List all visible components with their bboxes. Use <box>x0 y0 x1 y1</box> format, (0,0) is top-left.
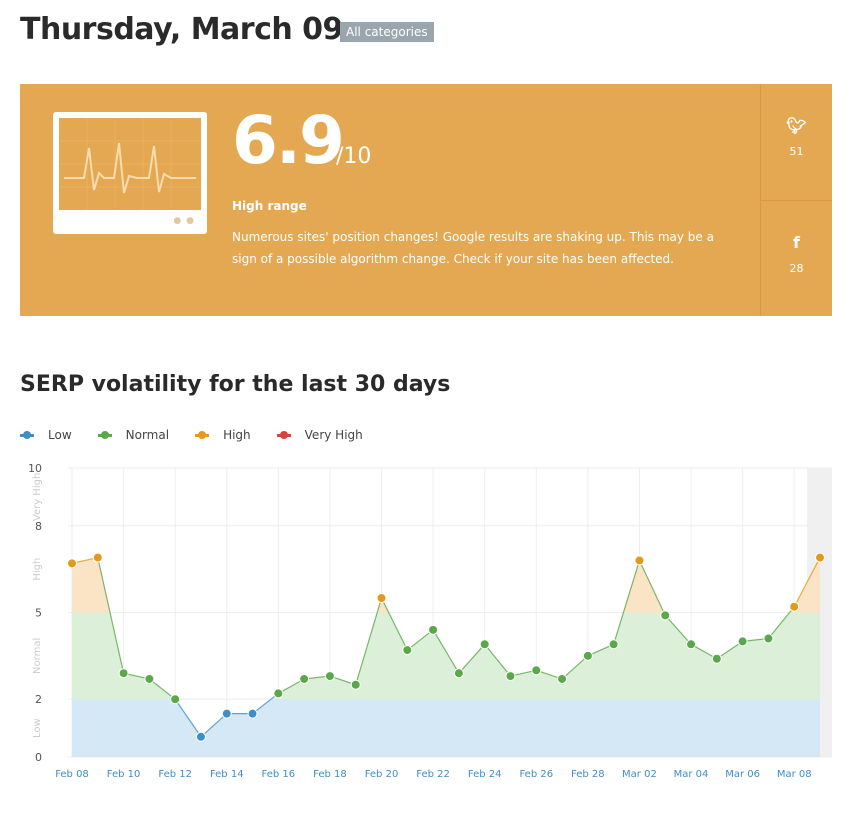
data-point <box>608 639 619 650</box>
band-label: High <box>32 558 43 581</box>
twitter-count: 51 <box>789 145 804 158</box>
data-point <box>402 645 413 656</box>
band-label: Very High <box>32 473 43 521</box>
x-tick-label: Mar 06 <box>725 769 760 780</box>
data-point <box>686 639 697 650</box>
data-point <box>737 636 748 647</box>
data-point <box>324 671 335 682</box>
legend-item-high[interactable]: High <box>195 428 251 442</box>
y-tick-label: 5 <box>35 607 42 620</box>
twitter-icon: 🐦︎ <box>786 116 807 135</box>
data-point <box>92 552 103 563</box>
data-point <box>660 610 671 621</box>
data-point <box>505 671 516 682</box>
data-point <box>144 673 155 684</box>
series-segment <box>716 640 743 660</box>
x-tick-label: Mar 04 <box>674 769 709 780</box>
data-point <box>557 673 568 684</box>
series-segment <box>432 629 460 674</box>
x-tick-label: Mar 08 <box>777 769 812 780</box>
facebook-share-button[interactable]: f 28 <box>760 200 832 316</box>
series-segment <box>149 678 176 700</box>
series-segment <box>664 614 692 645</box>
series-segment <box>174 698 202 738</box>
x-tick-label: Feb 20 <box>365 769 399 780</box>
series-segment <box>484 643 511 677</box>
data-point <box>711 653 722 664</box>
data-point <box>479 639 490 650</box>
data-point <box>67 558 77 569</box>
data-point <box>582 650 593 661</box>
data-point <box>299 673 310 684</box>
score-max: /10 <box>336 144 372 169</box>
range-label: High range <box>232 199 307 213</box>
series-segment <box>380 597 408 651</box>
x-tick-label: Feb 26 <box>519 769 553 780</box>
data-point <box>789 601 800 612</box>
facebook-icon: f <box>793 233 800 252</box>
y-tick-label: 2 <box>35 693 42 706</box>
range-description: Numerous sites' position changes! Google… <box>232 230 714 266</box>
series-segment <box>406 629 434 651</box>
legend-item-very-high[interactable]: Very High <box>276 428 363 442</box>
x-tick-label: Feb 12 <box>158 769 192 780</box>
volatility-chart: 0 2 5 8 10 Low Normal High Very High Feb 08 Feb 10… <box>28 462 832 780</box>
data-point <box>815 552 825 563</box>
band-label: Normal <box>32 638 43 674</box>
data-point <box>428 624 439 635</box>
series-segment <box>793 557 821 607</box>
category-badge[interactable]: All categories <box>340 22 434 42</box>
x-tick-label: Feb 14 <box>210 769 244 780</box>
series-segment <box>613 560 641 645</box>
x-tick-label: Feb 24 <box>468 769 502 780</box>
x-tick-label: Feb 22 <box>416 769 450 780</box>
y-tick-label: 8 <box>35 520 42 533</box>
volatility-score-card: ● ● 6.9 /10 High range Numerous sites' p… <box>20 84 832 316</box>
data-point <box>221 708 232 719</box>
y-tick-label: 0 <box>35 751 42 764</box>
data-point <box>195 731 206 742</box>
series-segment <box>97 557 125 674</box>
x-tick-label: Feb 28 <box>571 769 605 780</box>
y-tick-label: 10 <box>28 462 42 475</box>
band-very-high <box>72 468 820 526</box>
chart-title: SERP volatility for the last 30 days <box>20 372 451 397</box>
series-segment <box>638 560 666 616</box>
series-segment <box>355 597 383 685</box>
twitter-share-button[interactable]: 🐦︎ 51 <box>760 84 832 200</box>
data-point <box>531 665 542 676</box>
band-label: Low <box>32 718 43 738</box>
monitor-icon: ● ● <box>53 112 207 234</box>
data-point <box>763 633 774 644</box>
data-point <box>634 555 645 566</box>
series-segment <box>252 692 279 715</box>
x-tick-label: Feb 08 <box>55 769 89 780</box>
data-point <box>118 668 129 679</box>
data-point <box>453 668 464 679</box>
x-tick-label: Feb 16 <box>262 769 296 780</box>
volatility-score: 6.9 <box>232 102 345 179</box>
series-segment <box>458 643 486 674</box>
facebook-count: 28 <box>789 262 804 275</box>
band-high <box>72 557 820 613</box>
series-segment <box>200 713 228 738</box>
legend-item-low[interactable]: Low <box>20 428 72 442</box>
data-point <box>247 708 258 719</box>
band-normal <box>72 612 820 700</box>
band-low <box>72 699 820 757</box>
legend-item-normal[interactable]: Normal <box>97 428 169 442</box>
data-point <box>350 679 361 690</box>
series-segment <box>561 655 589 680</box>
data-point <box>273 688 284 699</box>
data-point <box>170 694 181 705</box>
page-title: Thursday, March 09 <box>20 12 343 47</box>
chart-legend: Low Normal High Very High <box>20 428 363 442</box>
x-tick-label: Feb 10 <box>107 769 141 780</box>
series-segment <box>767 606 795 639</box>
data-point <box>376 593 387 604</box>
x-tick-label: Mar 02 <box>622 769 657 780</box>
x-tick-label: Feb 18 <box>313 769 347 780</box>
